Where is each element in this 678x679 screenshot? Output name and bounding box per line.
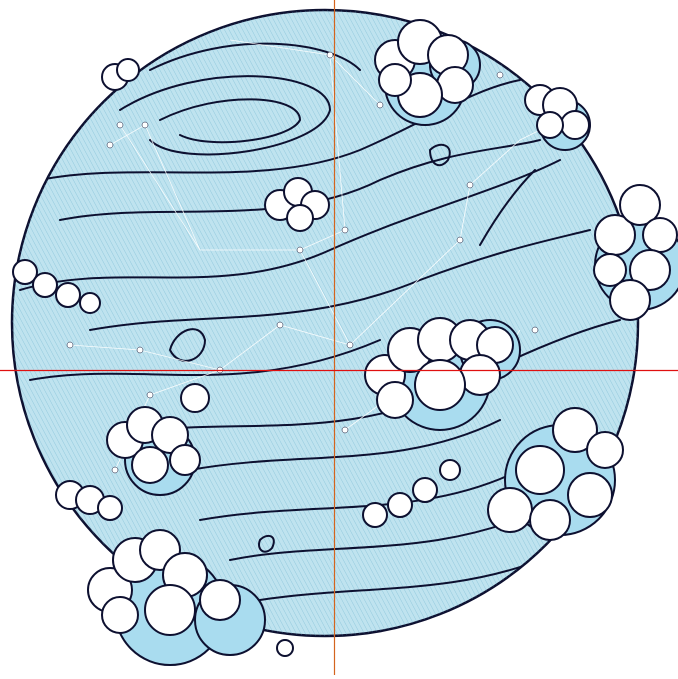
cloud-center-streak — [362, 459, 461, 528]
cloud-bottom-tail — [276, 639, 294, 657]
cloud-bottom-left — [87, 529, 266, 666]
cloud-center-large — [364, 317, 521, 431]
cloud-left-middle — [106, 406, 201, 496]
cloud-small-round — [180, 383, 210, 413]
cloud-top-left — [101, 58, 140, 91]
cloud-left-streak — [12, 259, 101, 314]
cloud-top-center — [374, 19, 481, 126]
cloud-center-small — [264, 177, 330, 232]
cloud-top-right — [524, 84, 591, 151]
cloud-lower-right — [487, 407, 624, 541]
cloud-lower-left-small — [55, 480, 123, 521]
cloud-right-edge — [593, 184, 678, 321]
